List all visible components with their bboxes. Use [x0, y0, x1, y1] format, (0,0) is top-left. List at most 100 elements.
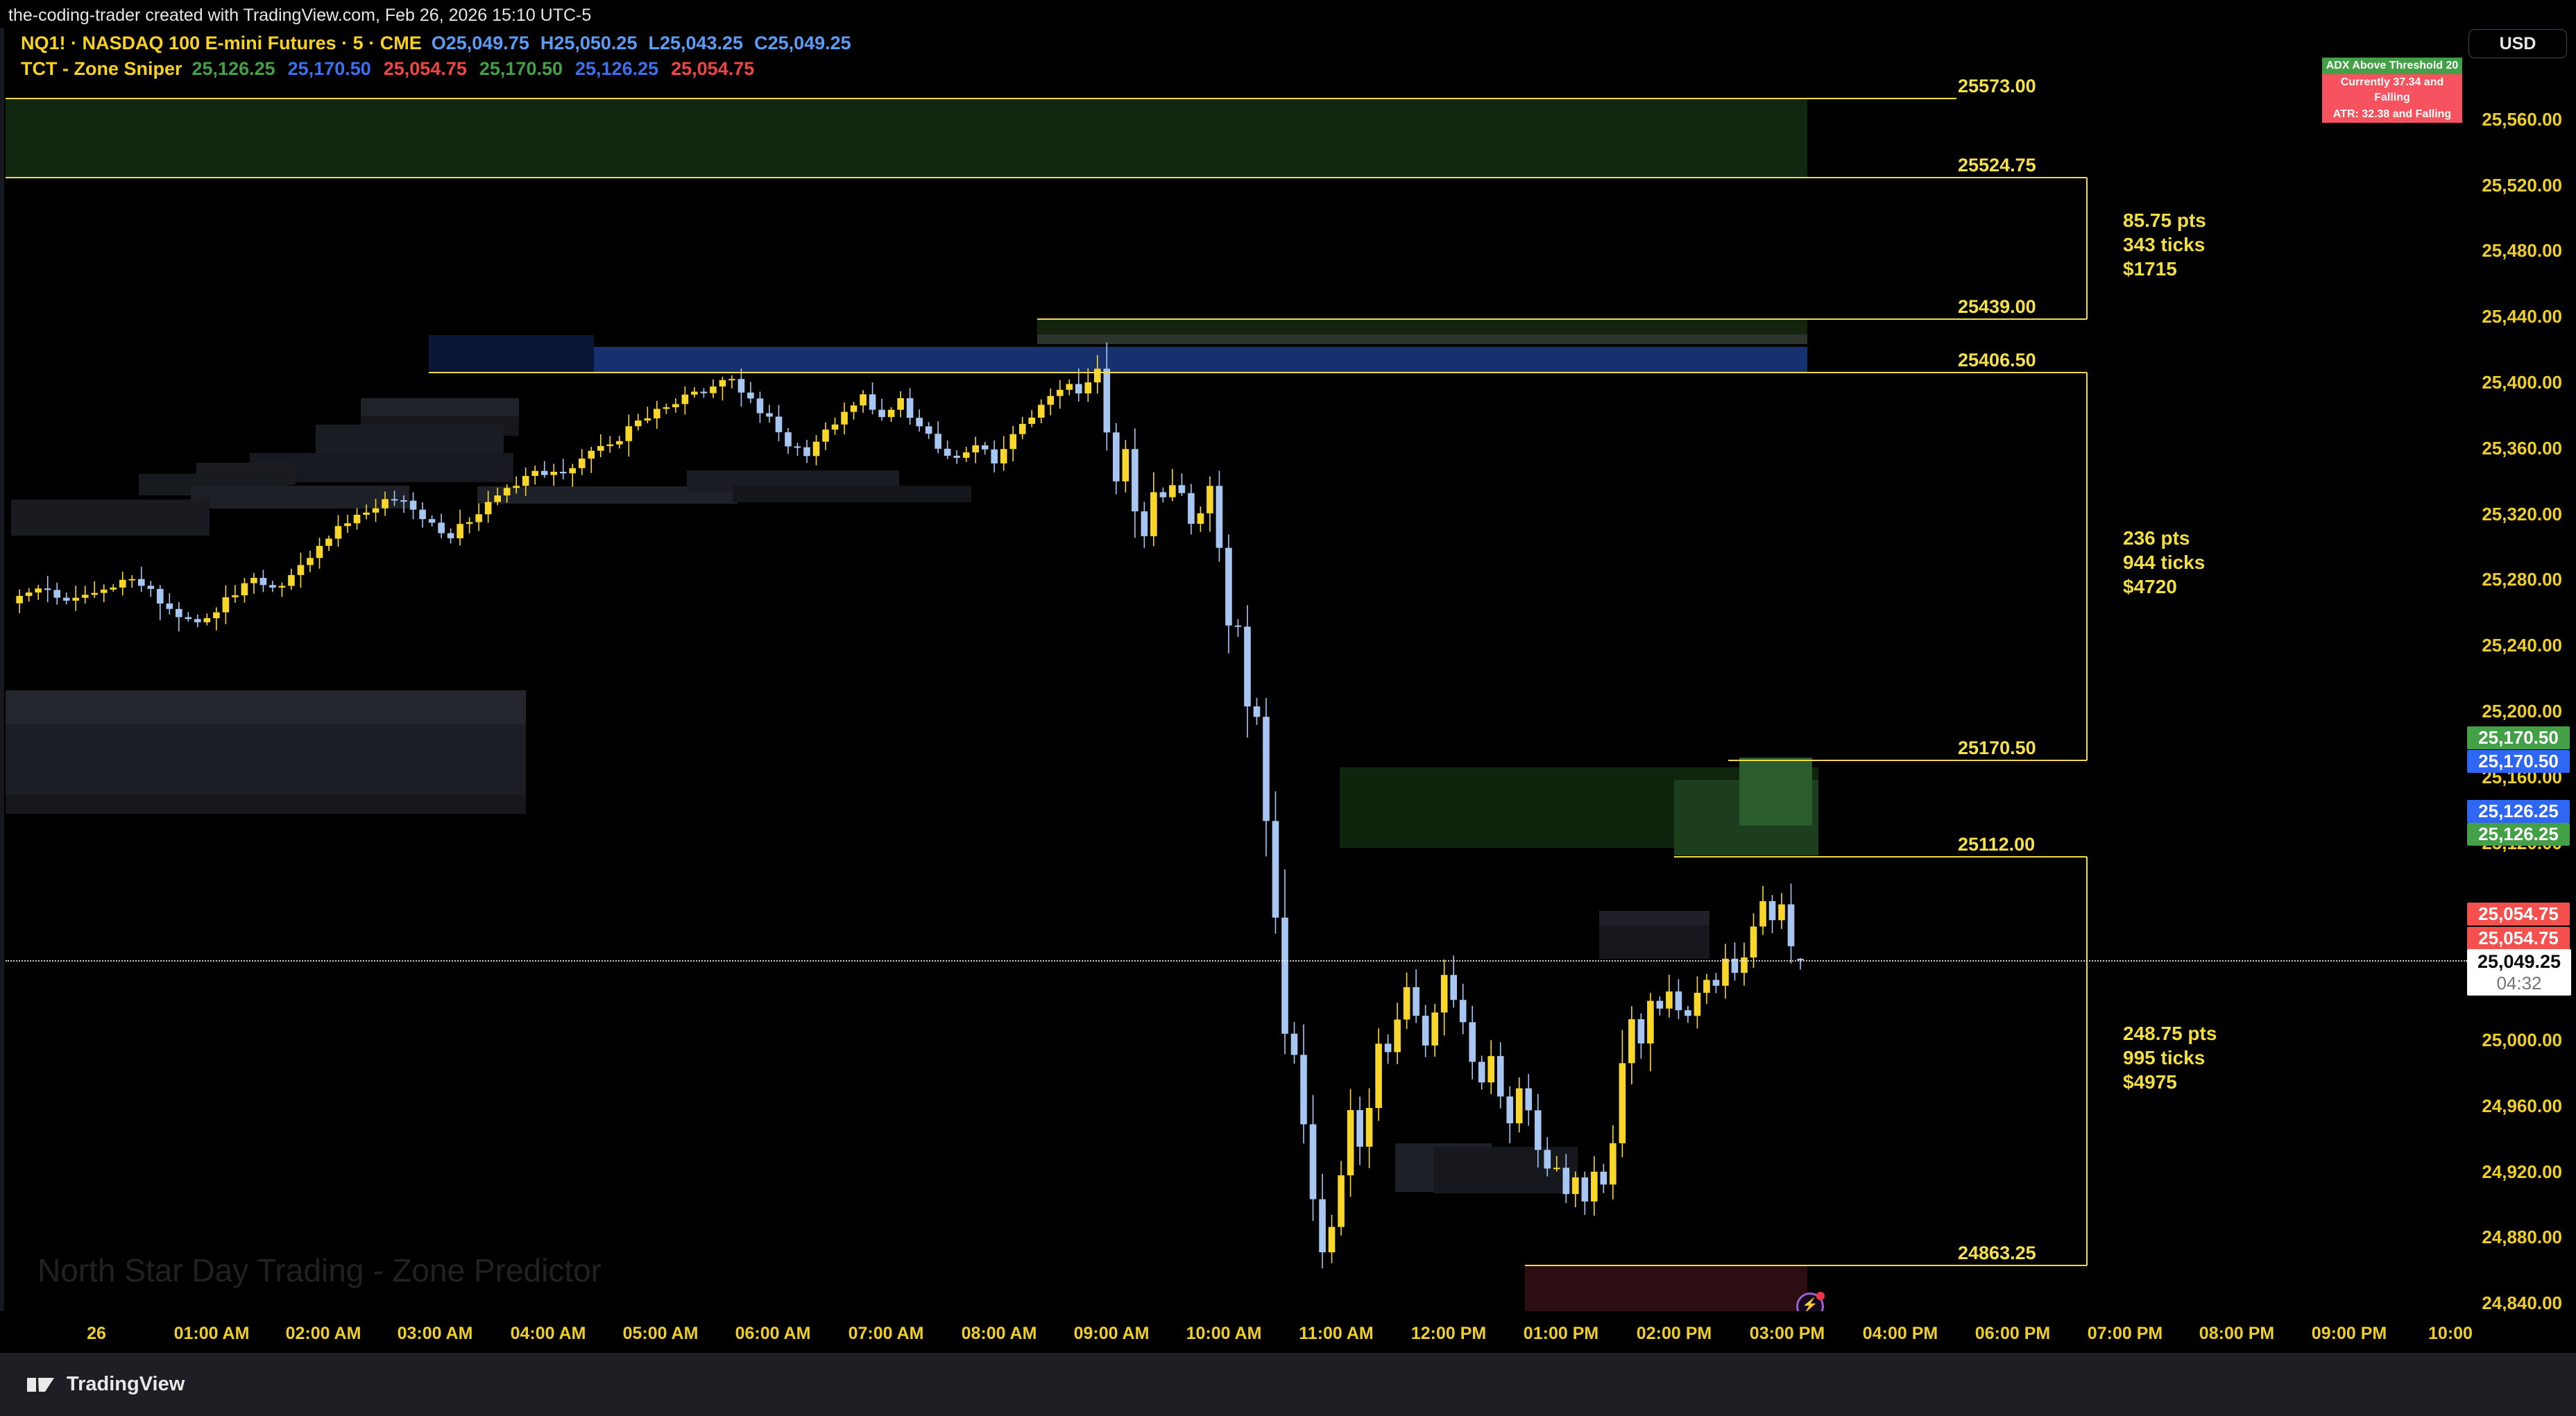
candle-body — [1759, 901, 1766, 927]
candle-body — [1515, 1088, 1523, 1124]
time-axis-label: 02:00 AM — [285, 1324, 361, 1343]
tradingview-logo[interactable]: TradingView — [26, 1373, 185, 1397]
candle-body — [925, 426, 932, 434]
candle-body — [1253, 706, 1261, 717]
candle-body — [869, 394, 876, 410]
candle-body — [1066, 384, 1073, 390]
candle-body — [53, 590, 61, 598]
tradingview-logo-icon — [27, 1377, 54, 1392]
candle-body — [1684, 1010, 1691, 1016]
candle-body — [1281, 917, 1288, 1034]
symbol-row[interactable]: NQ1! · NASDAQ 100 E-mini Futures · 5 · C… — [21, 33, 862, 54]
candle-body — [1216, 486, 1223, 548]
candle-body — [185, 617, 192, 620]
time-axis-label: 01:00 PM — [1523, 1324, 1599, 1343]
ohlc-O: O25,049.75 — [431, 33, 529, 53]
symbol-title: NQ1! · NASDAQ 100 E-mini Futures · 5 · C… — [21, 33, 422, 53]
candle-body — [382, 499, 389, 509]
candle-body — [1169, 485, 1176, 497]
candle-body — [1188, 493, 1195, 524]
candle-body — [775, 416, 783, 433]
candle-body — [1628, 1019, 1635, 1064]
candle-body — [691, 391, 698, 395]
candle-body — [1000, 449, 1007, 463]
candle-body — [962, 452, 970, 458]
candle-body — [700, 391, 708, 393]
candle-body — [1562, 1168, 1570, 1195]
candle-body — [737, 379, 745, 393]
candle-body — [1159, 492, 1167, 497]
candle-body — [213, 612, 220, 619]
candle-body — [1141, 511, 1148, 536]
candle-body — [616, 441, 623, 445]
candle-body — [203, 618, 211, 622]
candle-body — [1544, 1150, 1551, 1169]
candle-body — [1403, 987, 1410, 1020]
candle-body — [1768, 901, 1776, 921]
time-axis-label: 10:00 — [2428, 1324, 2473, 1343]
indicator-row[interactable]: TCT - Zone Sniper 25,126.25 25,170.50 25,0… — [21, 58, 862, 80]
candle-body — [1263, 717, 1270, 821]
candle-body — [457, 524, 463, 538]
candle-body — [1075, 384, 1082, 394]
candle-body — [766, 413, 773, 417]
candle-body — [1675, 991, 1682, 1011]
candle-body — [325, 538, 332, 546]
candle-body — [259, 577, 267, 586]
candle-body — [644, 418, 651, 421]
candle-body — [438, 522, 445, 534]
candle-body — [860, 394, 867, 406]
candle-body — [1347, 1110, 1354, 1176]
candle-body — [1309, 1124, 1317, 1200]
candle-body — [400, 500, 407, 502]
candle-body — [344, 523, 351, 527]
candle-body — [1722, 958, 1729, 986]
candle-body — [1422, 1016, 1429, 1046]
time-axis-label: 11:00 AM — [1299, 1324, 1374, 1343]
candle-body — [35, 588, 42, 593]
candle-body — [1703, 980, 1710, 993]
alert-row: ADX Above Threshold 20 — [2322, 58, 2462, 74]
candle-body — [672, 404, 679, 408]
candle-body — [785, 432, 792, 447]
time-axis[interactable]: 26 01:00 AM 02:00 AM 03:00 AM 04:00 AM 05:00 … — [0, 1311, 2576, 1353]
indicator-value: 25,170.50 — [287, 58, 371, 79]
candle-body — [953, 455, 960, 458]
current-price-tag: 25,049.25 04:32 — [2467, 949, 2571, 996]
candle-body — [297, 565, 305, 575]
candle-body — [1028, 417, 1036, 424]
candle-body — [1394, 1019, 1401, 1052]
candle-body — [1440, 975, 1448, 1013]
candle-body — [278, 586, 286, 588]
time-axis-label: 06:00 AM — [735, 1324, 811, 1343]
time-axis-label: 26 — [87, 1324, 106, 1343]
candle-body — [1300, 1055, 1307, 1125]
watermark: North Star Day Trading - Zone Predictor — [37, 1252, 602, 1288]
candle-body — [522, 475, 529, 486]
candle-body — [372, 508, 379, 513]
candle-body — [81, 595, 89, 598]
credit-line: the-coding-trader created with TradingVi… — [8, 6, 592, 25]
footer-bar: TradingView — [0, 1353, 2576, 1416]
candle-body — [1375, 1043, 1382, 1108]
time-axis-label: 09:00 AM — [1073, 1324, 1150, 1343]
candle-body — [176, 608, 182, 617]
candle-body — [1431, 1012, 1438, 1046]
candle-body — [447, 533, 454, 538]
indicator-value: 25,126.25 — [191, 58, 275, 79]
pane-left-edge — [0, 28, 4, 1311]
candle-body — [91, 592, 99, 595]
candle-body — [503, 488, 511, 496]
candle-body — [1384, 1043, 1392, 1052]
adx-atr-alert-panel: ADX Above Threshold 20 Currently 37.34 an… — [2322, 58, 2462, 123]
candle-body — [1047, 395, 1055, 405]
candle-body — [1778, 904, 1785, 921]
candle-body — [756, 398, 764, 413]
candle-body — [1132, 449, 1138, 512]
candle-body — [1694, 992, 1701, 1016]
candle-body — [288, 574, 295, 586]
candle-body — [1094, 368, 1101, 383]
indicator-title: TCT - Zone Sniper — [21, 58, 182, 79]
currency-toggle-button[interactable]: USD — [2468, 29, 2567, 58]
